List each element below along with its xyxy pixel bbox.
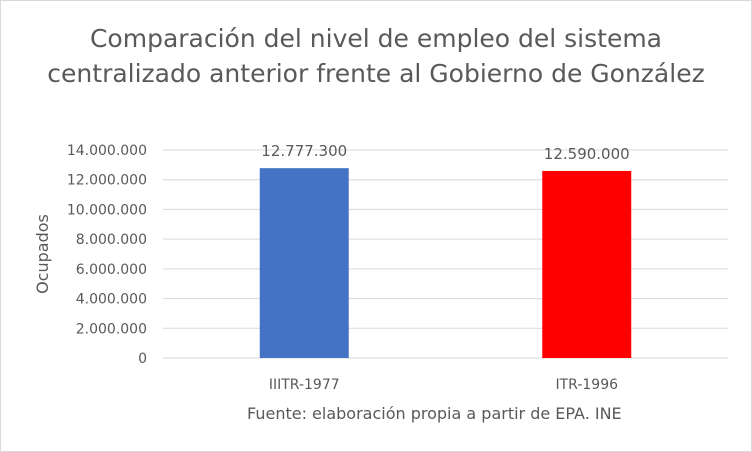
chart-title: Comparación del nivel de empleo del sist… — [47, 24, 705, 88]
x-tick-label: IIITR-1977 — [269, 377, 340, 393]
bar — [542, 170, 632, 358]
y-tick-label: 4.000.000 — [76, 292, 147, 308]
data-label: 12.777.300 — [261, 142, 347, 160]
y-tick-label: 14.000.000 — [67, 143, 147, 159]
data-label: 12.590.000 — [544, 145, 630, 163]
y-tick-label: 6.000.000 — [76, 262, 147, 278]
y-tick-label: 2.000.000 — [76, 321, 147, 337]
y-tick-label: 10.000.000 — [67, 202, 147, 218]
x-tick-label: ITR-1996 — [555, 377, 618, 393]
y-tick-label: 0 — [138, 351, 147, 367]
source-note: Fuente: elaboración propia a partir de E… — [247, 404, 622, 423]
y-tick-label: 12.000.000 — [67, 173, 147, 189]
y-axis-title: Ocupados — [33, 214, 52, 294]
bar — [259, 168, 349, 358]
y-tick-label: 8.000.000 — [76, 232, 147, 248]
